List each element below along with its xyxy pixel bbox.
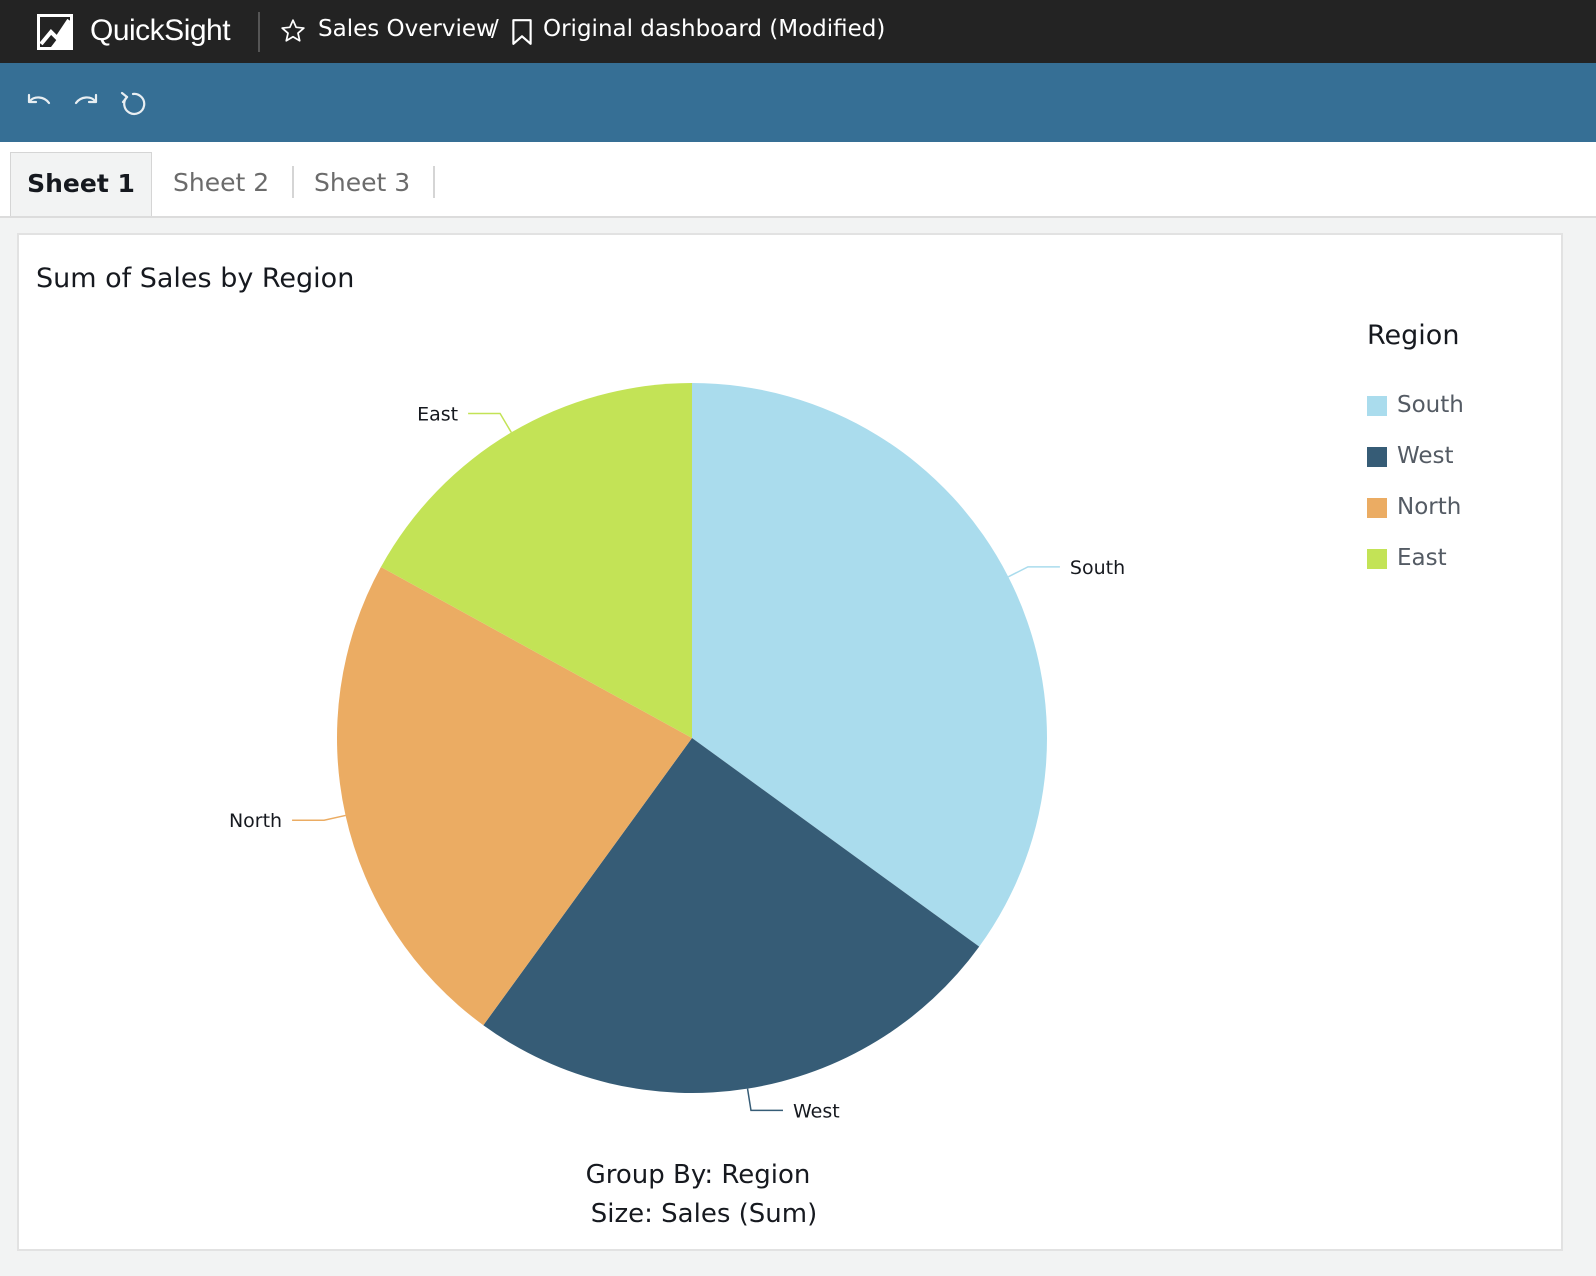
group-by-label: Group By: Region <box>585 1160 811 1190</box>
breadcrumb-sheet[interactable]: Original dashboard (Modified) <box>543 16 886 42</box>
tab-sheet-1[interactable]: Sheet 1 <box>10 152 152 216</box>
legend-label: North <box>1397 494 1462 520</box>
bookmark-icon[interactable] <box>511 18 533 46</box>
legend-swatch <box>1367 396 1387 416</box>
top-navigation-bar: QuickSight Sales Overview / Original das… <box>0 0 1596 63</box>
pie-slice-west[interactable] <box>483 738 980 1093</box>
visual-title: Sum of Sales by Region <box>36 263 355 294</box>
breadcrumb-separator: / <box>491 16 499 42</box>
legend-label: East <box>1397 545 1447 571</box>
breadcrumb-analysis[interactable]: Sales Overview <box>318 16 495 42</box>
pie-slice-east[interactable] <box>380 383 692 738</box>
pie-slice-south[interactable] <box>692 383 1047 947</box>
size-label: Size: Sales (Sum) <box>590 1199 818 1229</box>
legend-label: South <box>1397 392 1464 418</box>
analysis-toolbar <box>0 63 1596 142</box>
undo-icon[interactable] <box>24 89 54 119</box>
legend-swatch <box>1367 549 1387 569</box>
sheet-tab-strip <box>0 142 1596 218</box>
legend-swatch <box>1367 447 1387 467</box>
redo-icon[interactable] <box>71 89 101 119</box>
tab-sheet-2[interactable]: Sheet 2 <box>173 168 270 197</box>
legend-swatch <box>1367 498 1387 518</box>
tab-divider <box>433 166 435 198</box>
tab-divider <box>292 166 294 198</box>
legend-title: Region <box>1367 320 1460 351</box>
header-divider <box>258 12 260 52</box>
tab-sheet-3[interactable]: Sheet 3 <box>314 168 411 197</box>
brand-name[interactable]: QuickSight <box>90 14 231 47</box>
legend-label: West <box>1397 443 1454 469</box>
pie-slice-north[interactable] <box>337 566 692 1026</box>
reset-icon[interactable] <box>118 89 148 119</box>
quicksight-logo-icon[interactable] <box>37 14 73 50</box>
favorite-star-icon[interactable] <box>280 18 306 44</box>
